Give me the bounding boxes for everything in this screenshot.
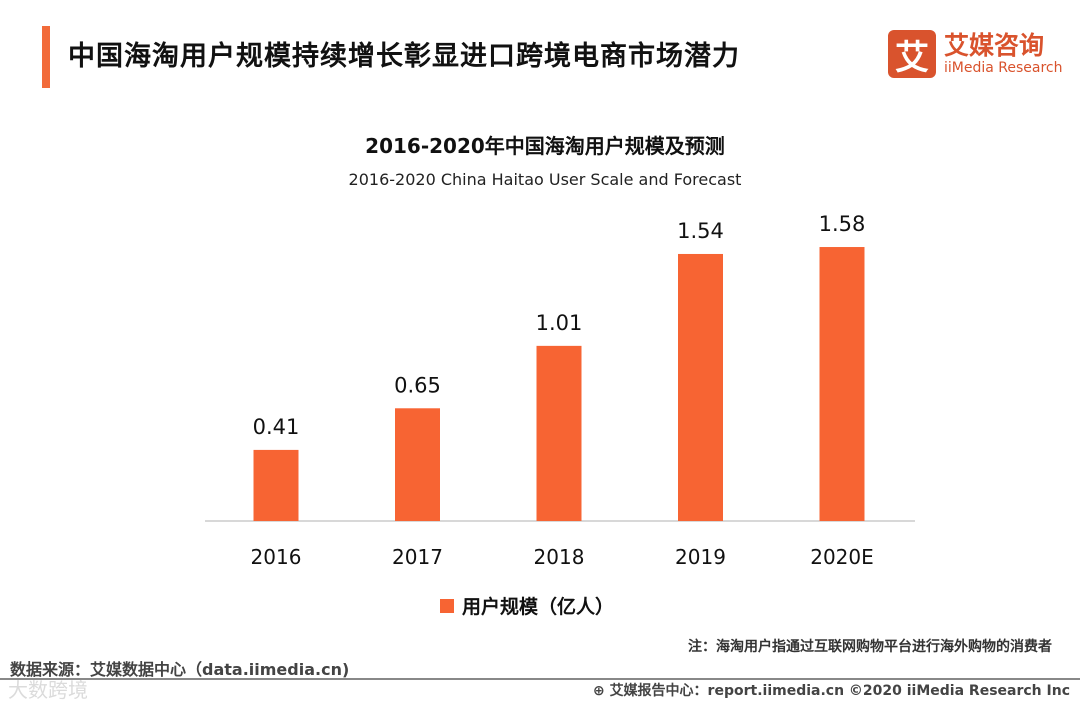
x-tick-label: 2017: [392, 545, 443, 569]
legend-swatch: [440, 598, 454, 613]
data-label: 0.41: [253, 415, 300, 439]
data-source: 数据来源：艾媒数据中心（data.iimedia.cn): [10, 660, 350, 679]
logo-mark: 艾: [888, 30, 936, 78]
iimedia-logo: 艾 艾媒咨询 iiMedia Research: [888, 30, 1063, 78]
bar: [253, 449, 299, 521]
x-tick-label: 2016: [251, 545, 302, 569]
logo-cn: 艾媒咨询: [944, 31, 1045, 60]
x-tick-label: 2020E: [810, 545, 874, 569]
bar: [819, 247, 865, 521]
x-tick-label: 2019: [675, 545, 726, 569]
data-label: 0.65: [394, 373, 441, 397]
data-label: 1.01: [536, 311, 583, 335]
data-label: 1.58: [819, 212, 866, 236]
bar: [536, 345, 582, 521]
data-label: 1.54: [677, 219, 724, 243]
legend-label: 用户规模（亿人）: [462, 596, 615, 618]
logo-en: iiMedia Research: [944, 60, 1063, 76]
title-accent-bar: [42, 26, 50, 88]
divider: [0, 678, 1080, 680]
footer-credit: ⊕ 艾媒报告中心：report.iimedia.cn ©2020 iiMedia…: [592, 683, 1070, 699]
x-tick-label: 2018: [534, 545, 585, 569]
watermark: 大数跨境: [8, 678, 88, 702]
page-title: 中国海淘用户规模持续增长彰显进口跨境电商市场潜力: [68, 41, 740, 72]
chart-subtitle: 2016-2020 China Haitao User Scale and Fo…: [348, 170, 742, 189]
globe-icon: ⊕: [592, 683, 610, 699]
legend: 用户规模（亿人）: [440, 592, 614, 619]
footnote: 注：海淘用户指通过互联网购物平台进行海外购物的消费者: [688, 639, 1052, 655]
bar: [395, 408, 440, 521]
bar: [678, 253, 723, 522]
chart-title: 2016-2020年中国海淘用户规模及预测: [365, 134, 725, 158]
